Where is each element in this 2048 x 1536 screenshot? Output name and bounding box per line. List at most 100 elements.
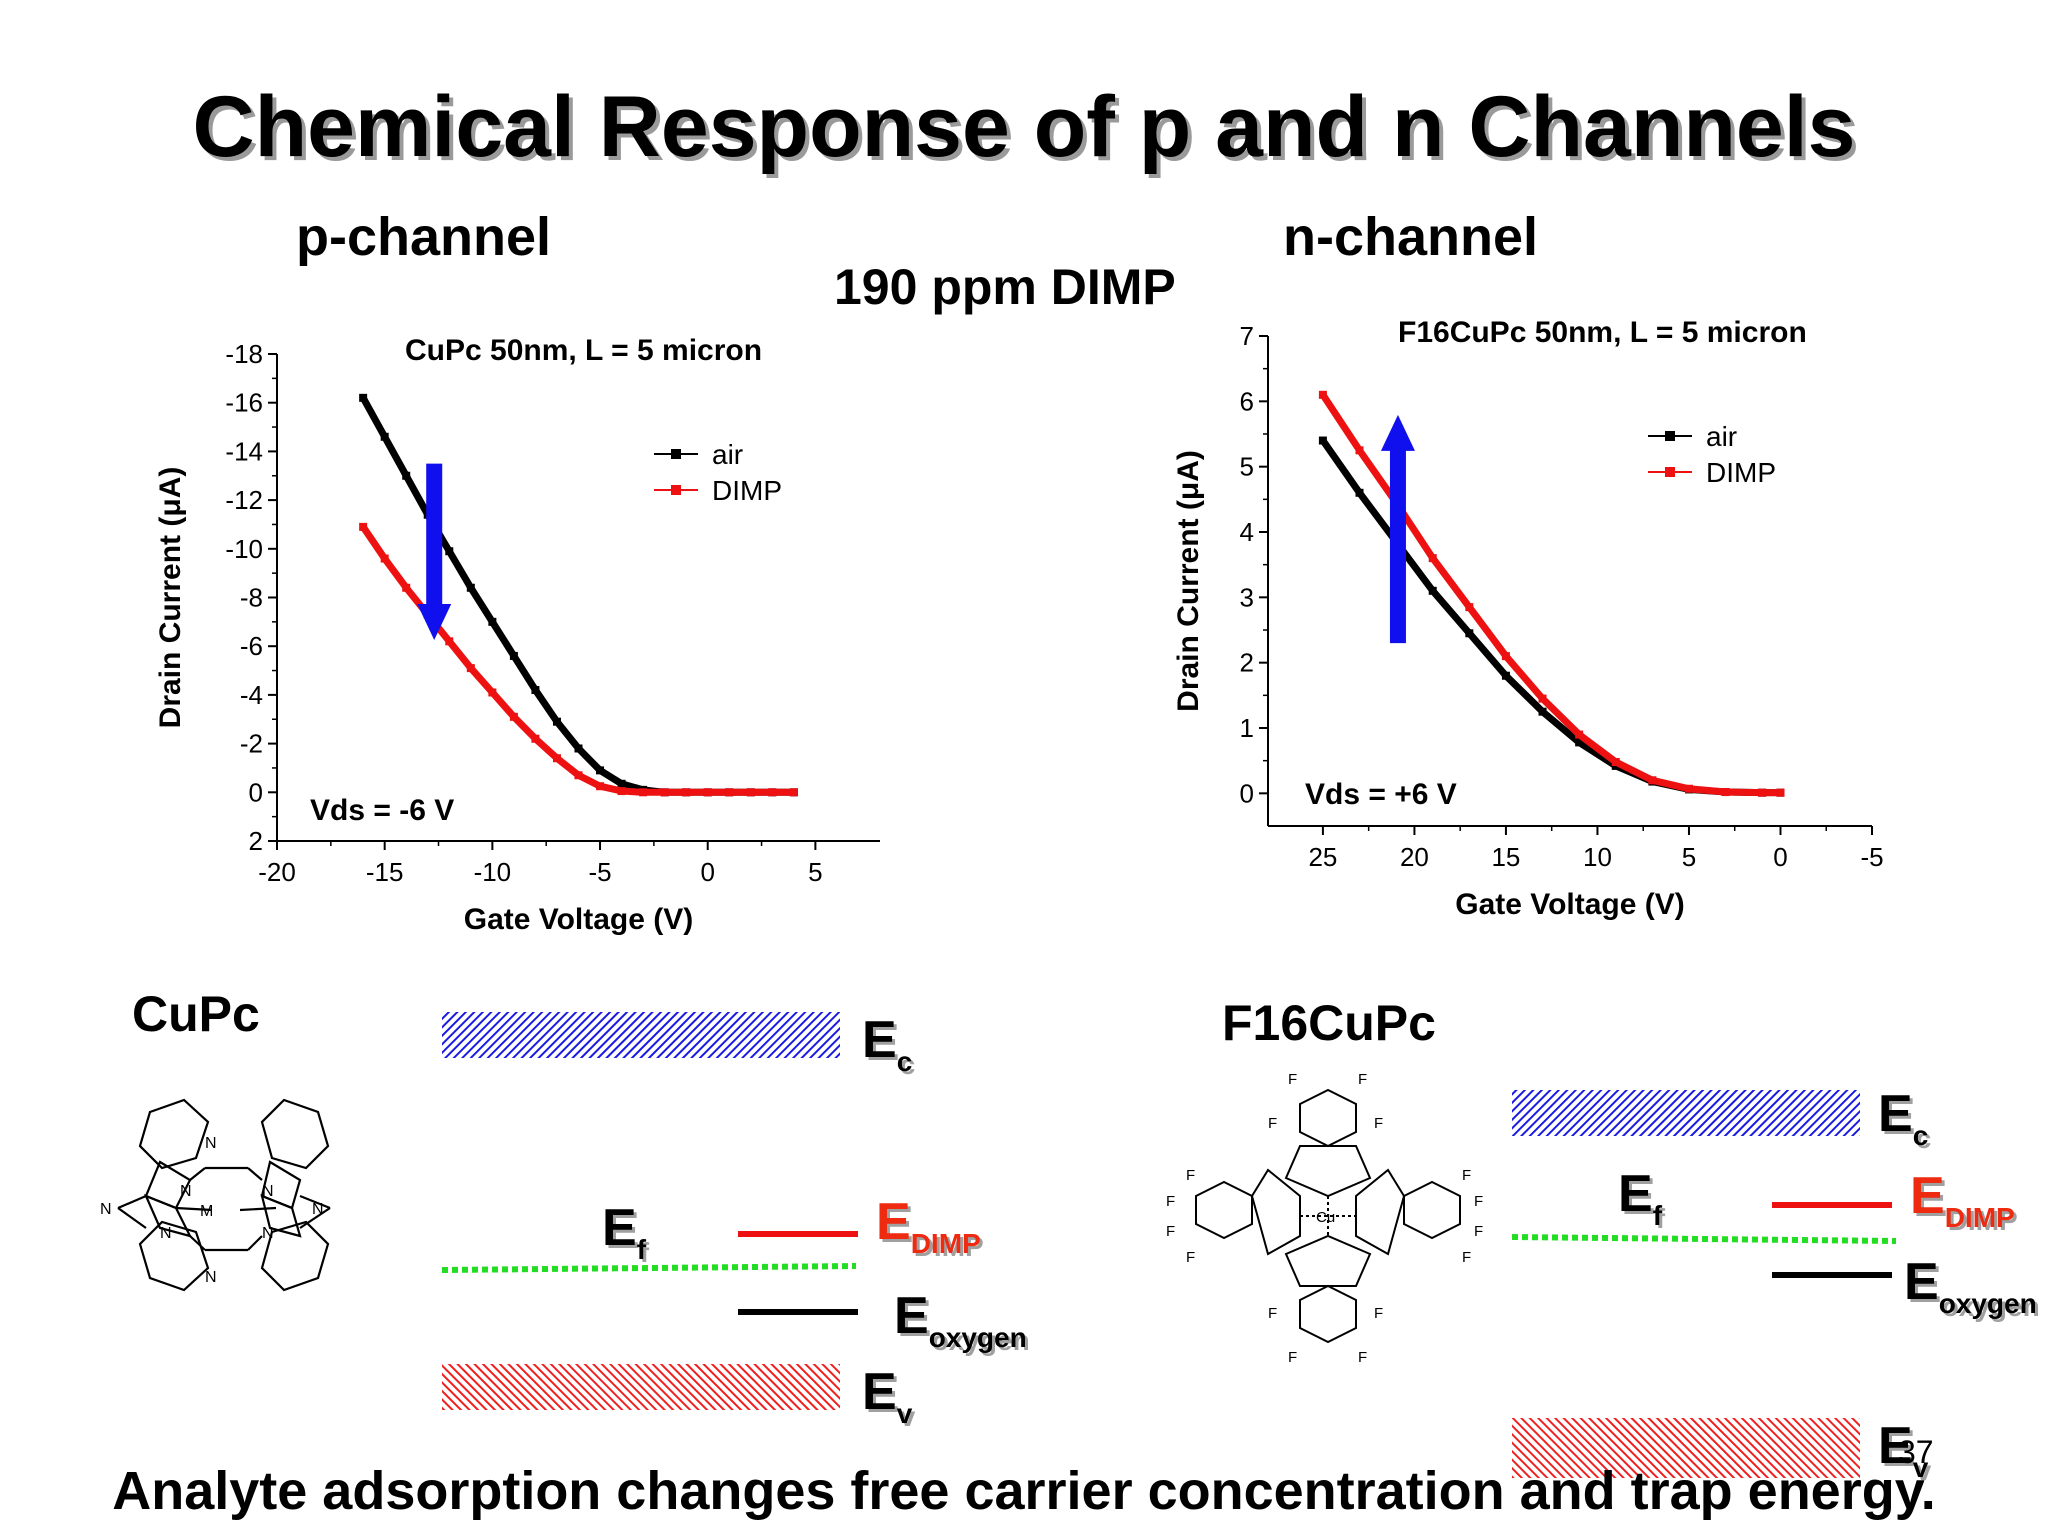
data-point-dimp xyxy=(488,688,497,697)
data-point-air xyxy=(359,393,368,402)
atom-label-f: F xyxy=(1358,1071,1367,1088)
atom-label-n: N xyxy=(262,1225,274,1242)
x-tick-label: 25 xyxy=(1308,842,1337,872)
data-point-dimp xyxy=(402,583,411,592)
edimp-label-left: EDIMP xyxy=(876,1193,981,1259)
y-tick-label: 1 xyxy=(1240,713,1254,743)
data-point-air xyxy=(402,471,411,480)
y-tick-label: -8 xyxy=(240,583,263,613)
data-point-air xyxy=(466,583,475,592)
data-point-air xyxy=(1465,629,1474,638)
atom-label-f: F xyxy=(1374,1115,1383,1132)
legend-marker-air xyxy=(671,449,681,459)
data-point-dimp xyxy=(1465,603,1474,612)
data-point-dimp xyxy=(359,522,368,531)
cupc-molecule-atom-labels: N N N M N N N N N xyxy=(100,1135,324,1286)
x-axis-label: Gate Voltage (V) xyxy=(464,903,693,936)
x-tick-label: 15 xyxy=(1491,842,1520,872)
legend-marker-dimp xyxy=(671,485,681,495)
data-point-dimp xyxy=(596,782,605,791)
atom-label-n: N xyxy=(205,1269,217,1286)
atom-label-f: F xyxy=(1288,1349,1297,1366)
data-point-air xyxy=(1501,671,1510,680)
data-point-dimp xyxy=(682,788,691,797)
data-point-air xyxy=(445,547,454,556)
atom-label-f: F xyxy=(1358,1349,1367,1366)
data-point-dimp xyxy=(1538,694,1547,703)
x-tick-label: 5 xyxy=(808,857,822,887)
ev-label-left: Ev xyxy=(862,1363,913,1429)
y-tick-label: -14 xyxy=(225,436,263,466)
legend-label-air: air xyxy=(712,439,743,470)
dimp-concentration-heading: 190 ppm DIMP xyxy=(834,259,1176,315)
data-point-dimp xyxy=(1428,554,1437,563)
conduction-band-right xyxy=(1512,1090,1860,1136)
x-tick-label: -10 xyxy=(474,857,512,887)
data-point-dimp xyxy=(1501,652,1510,661)
valence-band-right xyxy=(1512,1418,1860,1478)
atom-label-f: F xyxy=(1474,1223,1483,1240)
data-point-dimp xyxy=(1575,730,1584,739)
atom-label-f: F xyxy=(1186,1249,1195,1266)
chart-title: CuPc 50nm, L = 5 micron xyxy=(405,334,762,367)
atom-label-n: N xyxy=(205,1135,217,1152)
f16cupc-molecule-structure xyxy=(1195,1088,1461,1344)
f16cupc-molecule-label: F16CuPc xyxy=(1222,995,1436,1051)
x-tick-label: 10 xyxy=(1583,842,1612,872)
vds-annotation: Vds = -6 V xyxy=(310,794,454,827)
y-tick-label: 7 xyxy=(1240,321,1254,351)
data-point-dimp xyxy=(574,771,583,780)
atom-label-metal: M xyxy=(200,1203,213,1220)
data-point-air xyxy=(596,766,605,775)
legend-marker-dimp xyxy=(1665,467,1675,477)
slide-title: Chemical Response of p and n Channels xyxy=(192,79,1856,175)
data-point-air xyxy=(1318,436,1327,445)
data-point-air xyxy=(552,717,561,726)
x-tick-label: 5 xyxy=(1682,842,1696,872)
y-tick-label: -2 xyxy=(240,729,263,759)
data-point-dimp xyxy=(380,554,389,563)
data-point-dimp xyxy=(639,788,648,797)
eoxygen-label-right: Eoxygen xyxy=(1904,1253,2037,1319)
legend-label-air: air xyxy=(1706,421,1737,452)
page-number: 37 xyxy=(1898,1434,1934,1470)
data-point-dimp xyxy=(445,637,454,646)
fermi-level-right xyxy=(1511,1234,1897,1244)
p-channel-heading: p-channel xyxy=(296,207,552,267)
n-channel-heading: n-channel xyxy=(1283,207,1539,267)
atom-label-f: F xyxy=(1474,1193,1483,1210)
data-point-dimp xyxy=(617,787,626,796)
x-tick-label: -5 xyxy=(588,857,611,887)
atom-label-n: N xyxy=(312,1201,324,1218)
data-point-dimp xyxy=(531,734,540,743)
data-point-dimp xyxy=(1611,757,1620,766)
data-point-air xyxy=(574,744,583,753)
data-point-dimp xyxy=(768,788,777,797)
x-axis-label: Gate Voltage (V) xyxy=(1455,888,1684,921)
chart-title: F16CuPc 50nm, L = 5 micron xyxy=(1398,316,1807,349)
y-axis-label: Drain Current (μA) xyxy=(154,467,187,729)
data-point-air xyxy=(531,686,540,695)
data-point-dimp xyxy=(466,664,475,673)
y-tick-label: 2 xyxy=(1240,648,1254,678)
cupc-molecule-label: CuPc xyxy=(132,986,260,1042)
legend-marker-air xyxy=(1665,431,1675,441)
atom-label-f: F xyxy=(1462,1167,1471,1184)
x-tick-label: 0 xyxy=(700,857,714,887)
y-tick-label: 2 xyxy=(249,826,263,856)
atom-label-cu: Cu xyxy=(1316,1209,1335,1226)
data-point-dimp xyxy=(660,788,669,797)
data-point-dimp xyxy=(789,788,798,797)
y-tick-label: 6 xyxy=(1240,386,1254,416)
y-axis-label: Drain Current (μA) xyxy=(1172,450,1205,712)
data-point-dimp xyxy=(1684,784,1693,793)
ec-label-right: Ec xyxy=(1878,1085,1929,1151)
atom-label-n: N xyxy=(180,1183,192,1200)
atom-label-f: F xyxy=(1166,1193,1175,1210)
data-point-dimp xyxy=(552,754,561,763)
footer-statement: Analyte adsorption changes free carrier … xyxy=(112,1461,1936,1521)
data-point-air xyxy=(1428,586,1437,595)
